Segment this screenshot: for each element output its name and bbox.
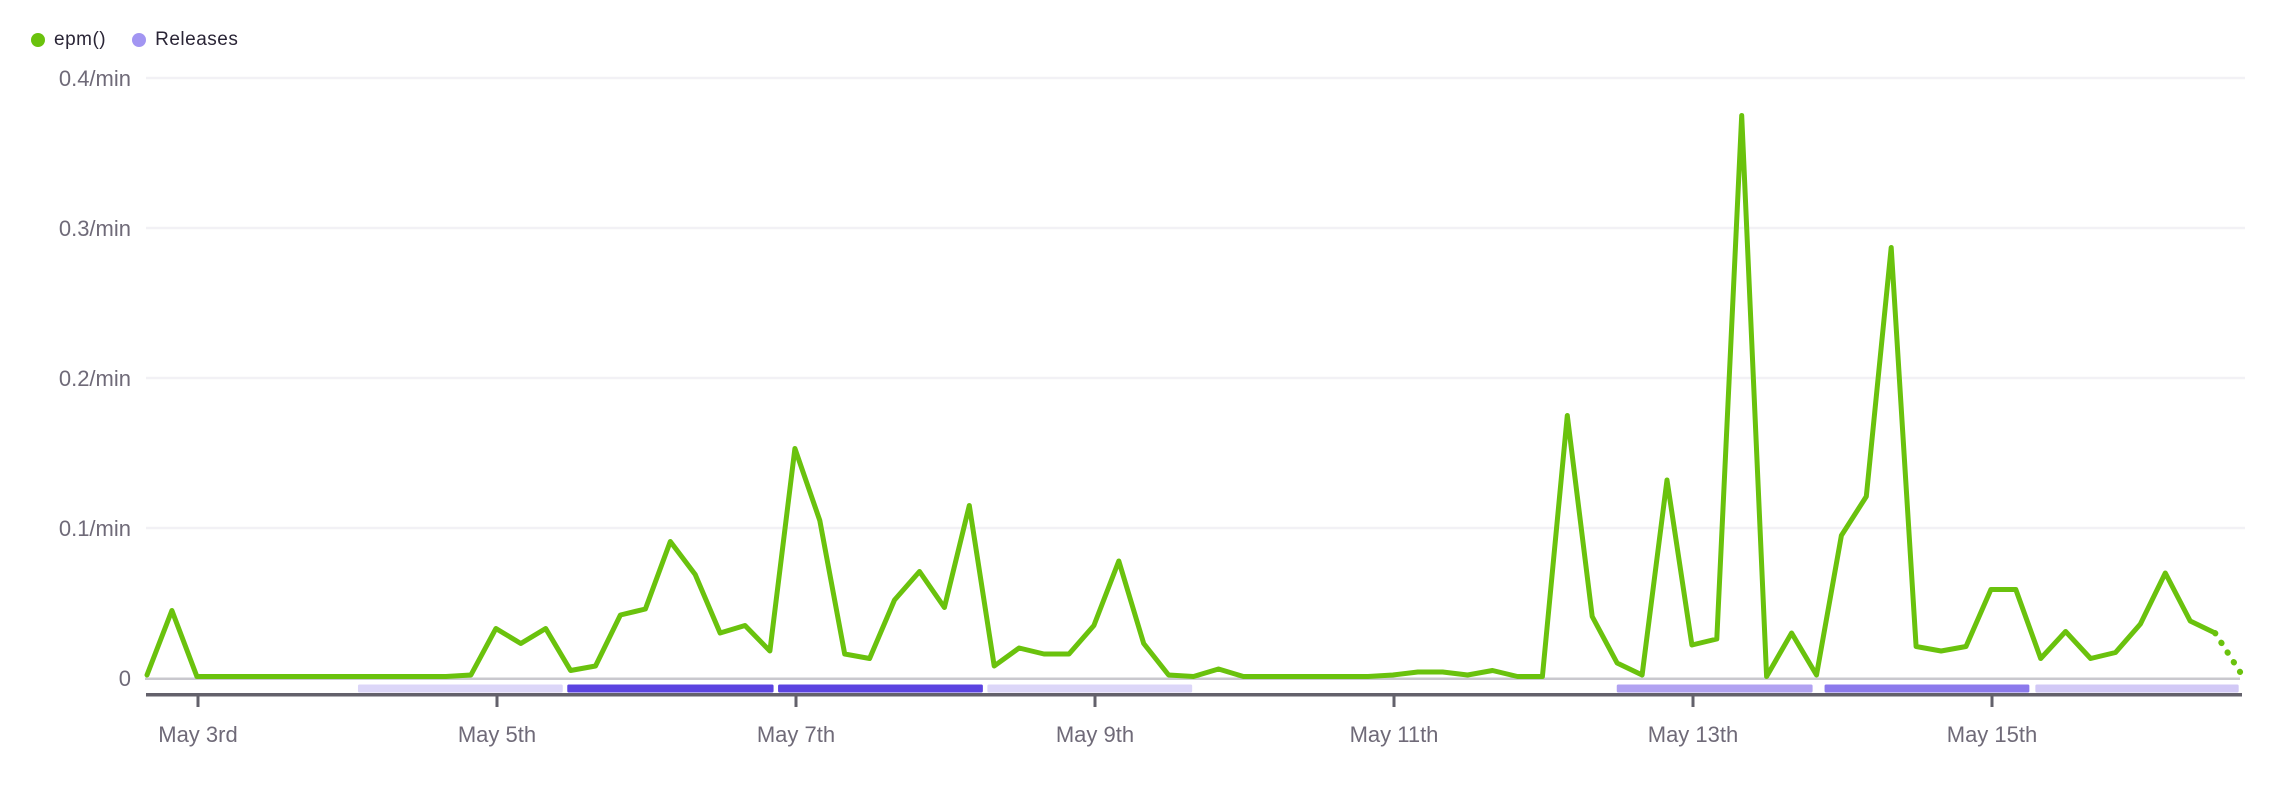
y-axis-label: 0.1/min <box>59 516 131 541</box>
release-band[interactable] <box>778 684 983 693</box>
legend-item-releases[interactable]: Releases <box>132 29 238 51</box>
y-axis-label: 0.3/min <box>59 216 131 241</box>
y-axis-label: 0 <box>119 666 131 691</box>
x-tick-label: May 3rd <box>158 722 237 747</box>
release-band[interactable] <box>2035 684 2239 693</box>
x-tick-label: May 15th <box>1947 722 2038 747</box>
x-tick <box>794 696 798 707</box>
x-tick <box>196 696 200 707</box>
chart-legend: epm() Releases <box>31 29 238 51</box>
x-axis-line <box>146 693 2242 697</box>
release-band[interactable] <box>567 684 774 693</box>
y-axis-label: 0.4/min <box>59 66 131 91</box>
release-band[interactable] <box>1616 684 1813 693</box>
release-band[interactable] <box>357 684 563 693</box>
x-tick <box>1691 696 1695 707</box>
x-tick-label: May 9th <box>1056 722 1134 747</box>
x-tick-label: May 13th <box>1648 722 1739 747</box>
x-tick-label: May 11th <box>1350 722 1439 747</box>
x-tick-label: May 5th <box>458 722 536 747</box>
epm-line <box>144 113 2218 679</box>
legend-item-epm-label: epm() <box>54 29 107 50</box>
epm-series-dot-icon <box>31 33 45 47</box>
x-tick <box>495 696 499 707</box>
x-tick <box>1990 696 1994 707</box>
x-tick-label: May 7th <box>757 722 835 747</box>
x-tick <box>1392 696 1396 707</box>
y-axis-label: 0.2/min <box>59 366 131 391</box>
legend-item-releases-label: Releases <box>155 29 239 50</box>
legend-item-epm[interactable]: epm() <box>31 29 106 51</box>
releases-series-dot-icon <box>132 33 147 47</box>
release-band[interactable] <box>987 684 1193 693</box>
epm-line-dotted-tail <box>2212 630 2244 675</box>
x-tick <box>1093 696 1097 707</box>
release-band[interactable] <box>1824 684 2030 693</box>
